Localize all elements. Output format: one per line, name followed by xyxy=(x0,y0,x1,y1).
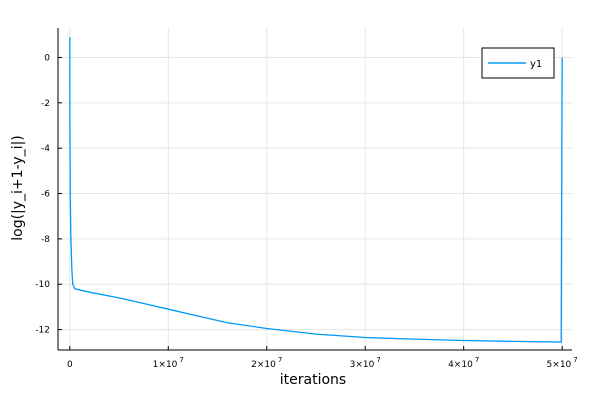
y-tick-label: -6 xyxy=(41,190,50,200)
x-axis-title: iterations xyxy=(280,372,346,388)
y-tick-label: -2 xyxy=(41,99,50,109)
x-tick-label: 0 xyxy=(67,360,73,370)
y-tick-label: 0 xyxy=(44,53,50,63)
series-layer xyxy=(69,37,563,343)
series-line-y1 xyxy=(69,37,563,343)
y-axis-title: log(|y_i+1-y_i|) xyxy=(10,135,26,241)
y-tick-label: -8 xyxy=(41,235,50,245)
legend: y1 xyxy=(481,47,555,79)
y-tick-label: -10 xyxy=(35,280,50,290)
y-tick-label: -4 xyxy=(41,144,50,154)
x-tick-label: 4×10 7 xyxy=(448,356,479,370)
axes-layer: 0 1×10 7 2×10 7 3×10 7 4×10 7 5×10 7 0 -2 -4 -6 -8 -10 -1… xyxy=(35,28,578,370)
x-tick-label: 2×10 7 xyxy=(251,356,282,370)
x-tick-label: 1×10 7 xyxy=(153,356,184,370)
y-tick-label: -12 xyxy=(35,326,50,336)
x-tick-label: 5×10 7 xyxy=(547,356,578,370)
legend-label-y1: y1 xyxy=(530,59,542,70)
x-tick-label: 3×10 7 xyxy=(350,356,381,370)
